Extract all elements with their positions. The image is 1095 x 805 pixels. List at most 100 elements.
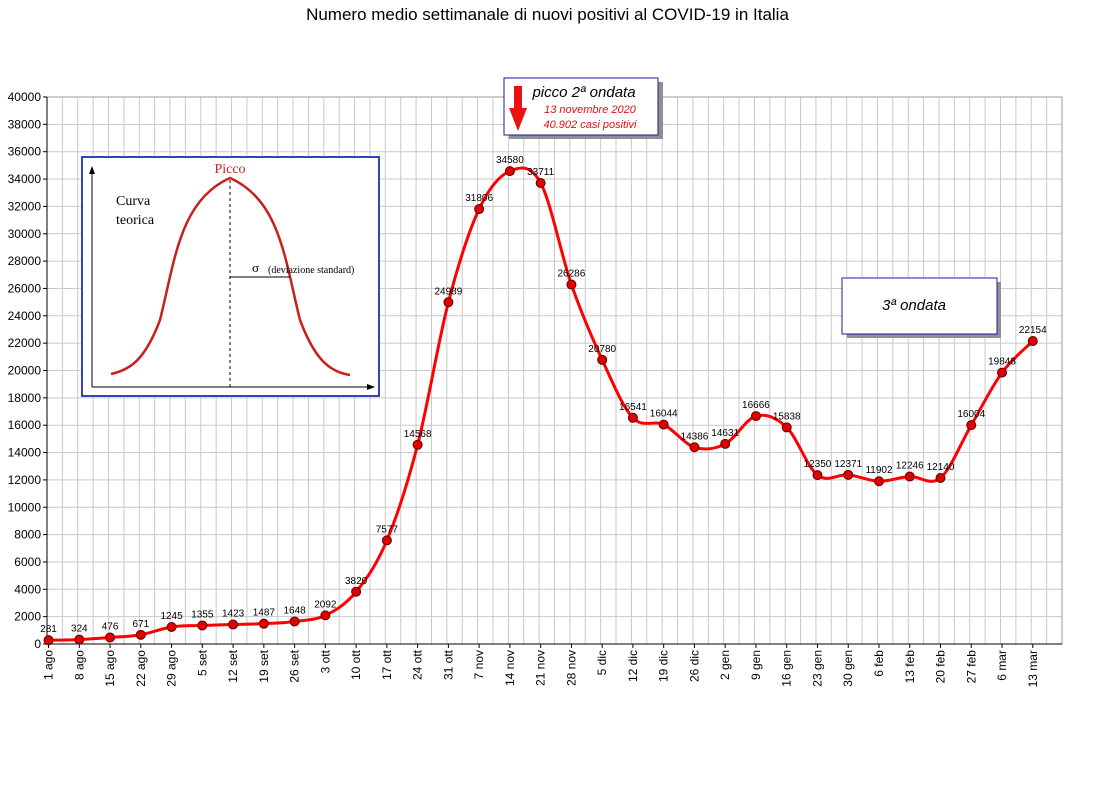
x-tick-label: 1 ago <box>42 650 56 680</box>
data-point <box>812 470 823 481</box>
data-point <box>258 618 269 629</box>
inset-curve-label-2: teorica <box>116 213 155 228</box>
data-point <box>566 279 577 290</box>
data-point <box>750 411 761 422</box>
y-tick-label: 26000 <box>8 281 42 295</box>
y-tick-label: 32000 <box>8 199 42 213</box>
data-point <box>689 442 700 453</box>
x-tick-label: 24 ott <box>411 649 425 680</box>
y-tick-label: 16000 <box>8 418 42 432</box>
x-tick-label: 19 dic <box>657 650 671 682</box>
x-tick-label: 6 feb <box>872 650 886 677</box>
y-tick-label: 36000 <box>8 145 42 159</box>
data-label: 476 <box>102 621 119 632</box>
x-tick-label: 10 ott <box>349 649 363 680</box>
data-label: 14631 <box>711 428 739 439</box>
data-point <box>166 621 177 632</box>
data-label: 281 <box>40 624 57 635</box>
x-tick-label: 12 dic <box>626 650 640 682</box>
x-tick-label: 8 ago <box>72 650 86 680</box>
y-tick-label: 4000 <box>14 582 41 596</box>
data-label: 20780 <box>588 344 616 355</box>
data-point <box>320 610 331 621</box>
data-point <box>1027 336 1038 347</box>
x-tick-label: 22 ago <box>134 650 148 687</box>
data-point <box>720 438 731 449</box>
data-label: 16004 <box>957 409 985 420</box>
peak-annotation: picco 2ª ondata 13 novembre 2020 40.902 … <box>503 77 663 139</box>
data-label: 2092 <box>314 599 337 610</box>
y-tick-label: 24000 <box>8 309 42 323</box>
x-tick-label: 9 gen <box>749 650 763 680</box>
inset-x-arrow-icon <box>367 384 375 390</box>
data-point <box>43 635 54 646</box>
x-tick-label: 21 nov <box>534 650 548 686</box>
x-tick-label: 29 ago <box>165 650 179 687</box>
data-points <box>43 166 1038 646</box>
x-tick-label: 17 ott <box>380 649 394 680</box>
y-tick-label: 38000 <box>8 117 42 131</box>
data-label: 15838 <box>773 411 801 422</box>
data-point <box>597 354 608 365</box>
data-point <box>966 420 977 431</box>
x-tick-label: 5 set <box>195 649 209 676</box>
data-point <box>135 629 146 640</box>
y-tick-label: 14000 <box>8 446 42 460</box>
x-tick-label: 14 nov <box>503 650 517 686</box>
data-label: 14386 <box>681 431 709 442</box>
data-label: 26286 <box>558 269 586 280</box>
data-point <box>381 535 392 546</box>
data-label: 33711 <box>527 167 555 178</box>
inset-theoretical-curve: Picco Curva teorica σ (deviazione standa… <box>81 156 380 397</box>
data-point <box>74 634 85 645</box>
data-label: 324 <box>71 624 88 635</box>
y-tick-label: 22000 <box>8 336 42 350</box>
inset-peak-label: Picco <box>214 162 245 177</box>
y-tick-label: 18000 <box>8 391 42 405</box>
down-arrow-icon <box>509 86 527 131</box>
y-tick-label: 30000 <box>8 227 42 241</box>
x-tick-label: 3 ott <box>318 649 332 673</box>
data-point <box>289 616 300 627</box>
data-label: 11902 <box>865 465 893 476</box>
y-tick-label: 0 <box>34 637 41 651</box>
inset-curve-label-1: Curva <box>116 194 151 209</box>
data-label: 1355 <box>191 609 214 620</box>
data-label: 24989 <box>434 286 462 297</box>
data-label: 22154 <box>1019 325 1047 336</box>
inset-y-arrow-icon <box>89 166 95 174</box>
data-label: 3820 <box>345 576 368 587</box>
data-label: 14568 <box>404 429 432 440</box>
x-tick-label: 15 ago <box>103 650 117 687</box>
data-point <box>504 166 515 177</box>
x-tick-label: 6 mar <box>995 650 1009 681</box>
x-tick-label: 16 gen <box>780 650 794 687</box>
data-label: 19848 <box>988 357 1016 368</box>
y-tick-label: 20000 <box>8 364 42 378</box>
y-tick-label: 40000 <box>8 90 42 104</box>
data-point <box>443 297 454 308</box>
data-point <box>843 469 854 480</box>
data-point <box>781 422 792 433</box>
third-wave-annotation: 3ª ondata <box>841 277 1001 338</box>
data-label: 1648 <box>283 605 306 616</box>
data-point <box>197 620 208 631</box>
data-label: 1487 <box>253 608 276 619</box>
y-tick-label: 10000 <box>8 500 42 514</box>
data-point <box>535 178 546 189</box>
x-tick-label: 12 set <box>226 649 240 682</box>
x-tick-label: 30 gen <box>841 650 855 687</box>
data-label: 1245 <box>160 611 183 622</box>
data-point <box>228 619 239 630</box>
data-label: 7577 <box>376 524 399 535</box>
inset-sigma-desc: (deviazione standard) <box>268 265 354 276</box>
y-tick-label: 12000 <box>8 473 42 487</box>
inset-sigma-symbol: σ <box>252 260 259 275</box>
data-label: 12371 <box>834 459 862 470</box>
y-tick-label: 28000 <box>8 254 42 268</box>
data-label: 34580 <box>496 155 524 166</box>
data-point <box>658 419 669 430</box>
data-label: 16044 <box>650 409 678 420</box>
data-label: 671 <box>132 619 149 630</box>
data-point <box>627 412 638 423</box>
